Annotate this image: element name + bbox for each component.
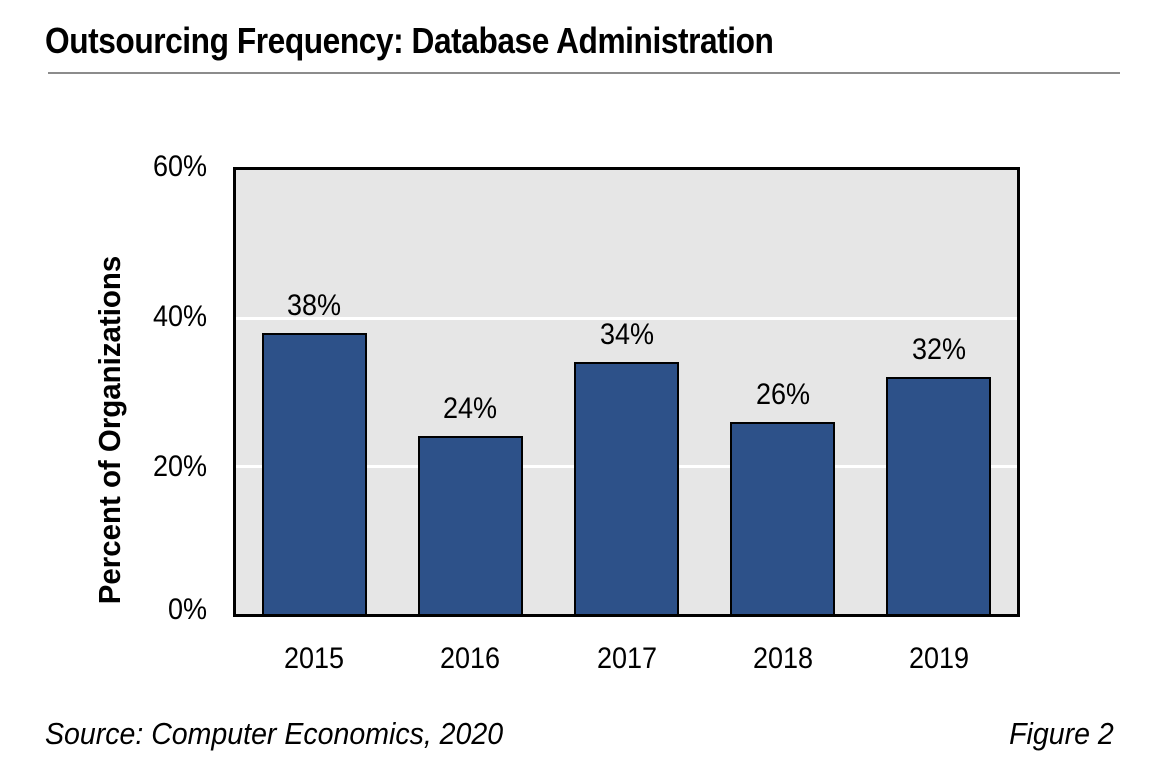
bar-2016 <box>417 436 523 614</box>
source-caption: Source: Computer Economics, 2020 <box>45 716 504 751</box>
y-tick-20: 20% <box>152 450 207 483</box>
bar-2019 <box>886 377 992 614</box>
figure-number-label: Figure 2 <box>1009 716 1114 751</box>
title-underline-rule <box>48 72 1120 74</box>
bar-value-label-2017: 34% <box>599 318 654 352</box>
bar-2017 <box>574 362 679 614</box>
y-tick-0: 0% <box>167 593 207 626</box>
gridline-40 <box>236 316 1017 320</box>
x-tick-2015: 2015 <box>284 642 345 675</box>
x-tick-2018: 2018 <box>752 642 813 675</box>
bar-value-label-2019: 32% <box>911 333 966 367</box>
bar-value-label-2015: 38% <box>287 288 342 322</box>
bar-2018 <box>730 421 836 614</box>
chart-title: Outsourcing Frequency: Database Administ… <box>45 20 774 61</box>
x-tick-2016: 2016 <box>440 642 501 675</box>
bar-2015 <box>261 332 367 614</box>
plot-area: 38% 24% 34% 26% 32% <box>233 167 1020 617</box>
x-tick-2017: 2017 <box>596 642 657 675</box>
y-tick-60: 60% <box>152 150 207 183</box>
bar-value-label-2016: 24% <box>443 392 498 426</box>
y-axis-title: Percent of Organizations <box>92 255 127 605</box>
x-tick-2019: 2019 <box>908 642 969 675</box>
bar-value-label-2018: 26% <box>755 377 810 411</box>
y-tick-40: 40% <box>152 300 207 333</box>
